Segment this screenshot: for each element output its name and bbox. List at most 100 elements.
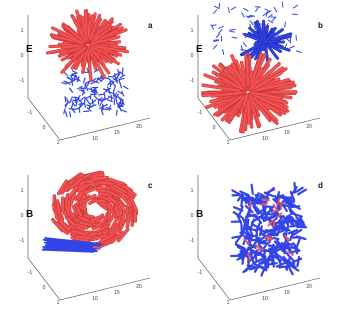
tick-label: -1 (190, 238, 195, 244)
arrow (62, 83, 67, 84)
tick-label: 20 (306, 284, 312, 290)
arrow (91, 82, 96, 84)
arrow (97, 188, 110, 189)
arrow (92, 178, 107, 179)
arrow (219, 3, 220, 8)
tick-label: 10 (262, 136, 268, 142)
arrow (102, 106, 103, 111)
arrow (272, 17, 275, 21)
arrow (64, 72, 67, 76)
arrow (274, 8, 276, 12)
arrow (229, 31, 234, 32)
arrow (90, 94, 91, 99)
tick-label: 1 (191, 188, 194, 194)
arrow (242, 13, 244, 17)
arrow (84, 204, 85, 211)
arrow (295, 183, 296, 192)
tick-label: 0 (213, 285, 216, 291)
arrow (119, 79, 124, 80)
tick-label: 15 (284, 130, 290, 136)
tick-label: 20 (136, 284, 142, 290)
arrow (213, 10, 216, 14)
arrow (94, 247, 100, 248)
arrow (76, 236, 90, 238)
arrow (243, 224, 244, 233)
tick-label: -1 (28, 110, 33, 116)
arrow (115, 74, 116, 79)
tick-label: 20 (306, 124, 312, 130)
arrow (252, 185, 253, 194)
arrow (76, 101, 77, 106)
arrow (87, 99, 90, 103)
arrow (99, 94, 104, 95)
arrow (232, 37, 237, 38)
arrow (263, 26, 264, 38)
arrow (289, 251, 298, 252)
arrow (267, 238, 272, 241)
arrow (223, 50, 224, 55)
arrow (123, 212, 124, 223)
arrow (104, 92, 105, 97)
arrow (288, 220, 289, 229)
arrow (96, 201, 105, 202)
arrow (66, 112, 67, 117)
tick-label: 1 (227, 140, 230, 146)
arrow (100, 101, 103, 105)
arrow (285, 22, 286, 27)
tick-label: -1 (190, 78, 195, 84)
arrow (281, 202, 282, 208)
tick-label: 0 (43, 125, 46, 131)
arrow (80, 98, 84, 101)
arrow (297, 257, 299, 266)
arrow (274, 221, 275, 227)
arrow (70, 88, 73, 92)
arrow (214, 40, 219, 41)
arrow (65, 97, 66, 102)
arrow (265, 9, 270, 11)
arrow (282, 2, 283, 7)
arrow (247, 59, 248, 85)
arrow (74, 108, 79, 109)
arrow (86, 96, 90, 98)
arrow (72, 71, 76, 73)
tick-label: 20 (136, 124, 142, 130)
arrow (255, 255, 264, 256)
tick-label: 1 (57, 300, 60, 306)
arrow (124, 86, 128, 88)
arrow (111, 95, 112, 100)
tick-label: 1 (227, 300, 230, 306)
arrow (103, 109, 108, 110)
panel-letter: b (318, 21, 323, 30)
arrow (70, 98, 72, 102)
tick-label: 1 (57, 140, 60, 146)
panel-letter: c (148, 181, 153, 190)
arrow (243, 43, 246, 47)
arrow (241, 197, 242, 206)
arrow (83, 78, 84, 83)
arrow (70, 112, 71, 117)
tick-label: -1 (20, 78, 25, 84)
tick-label: 0 (191, 213, 194, 219)
arrow (84, 102, 85, 107)
panel-letter: a (148, 21, 153, 30)
arrow (122, 110, 127, 112)
tick-label: 0 (213, 125, 216, 131)
arrow (99, 183, 113, 184)
arrow (116, 110, 117, 115)
arrow (274, 204, 277, 209)
arrow (231, 7, 235, 9)
arrow (70, 81, 75, 83)
arrow (239, 207, 242, 215)
arrow (219, 26, 224, 28)
tick-label: 0 (43, 285, 46, 291)
tick-label: 1 (21, 188, 24, 194)
arrow (259, 243, 268, 244)
arrow (213, 45, 216, 49)
arrow (297, 238, 300, 246)
arrow (293, 259, 301, 262)
tick-label: 1 (21, 28, 24, 34)
arrow (71, 104, 73, 109)
